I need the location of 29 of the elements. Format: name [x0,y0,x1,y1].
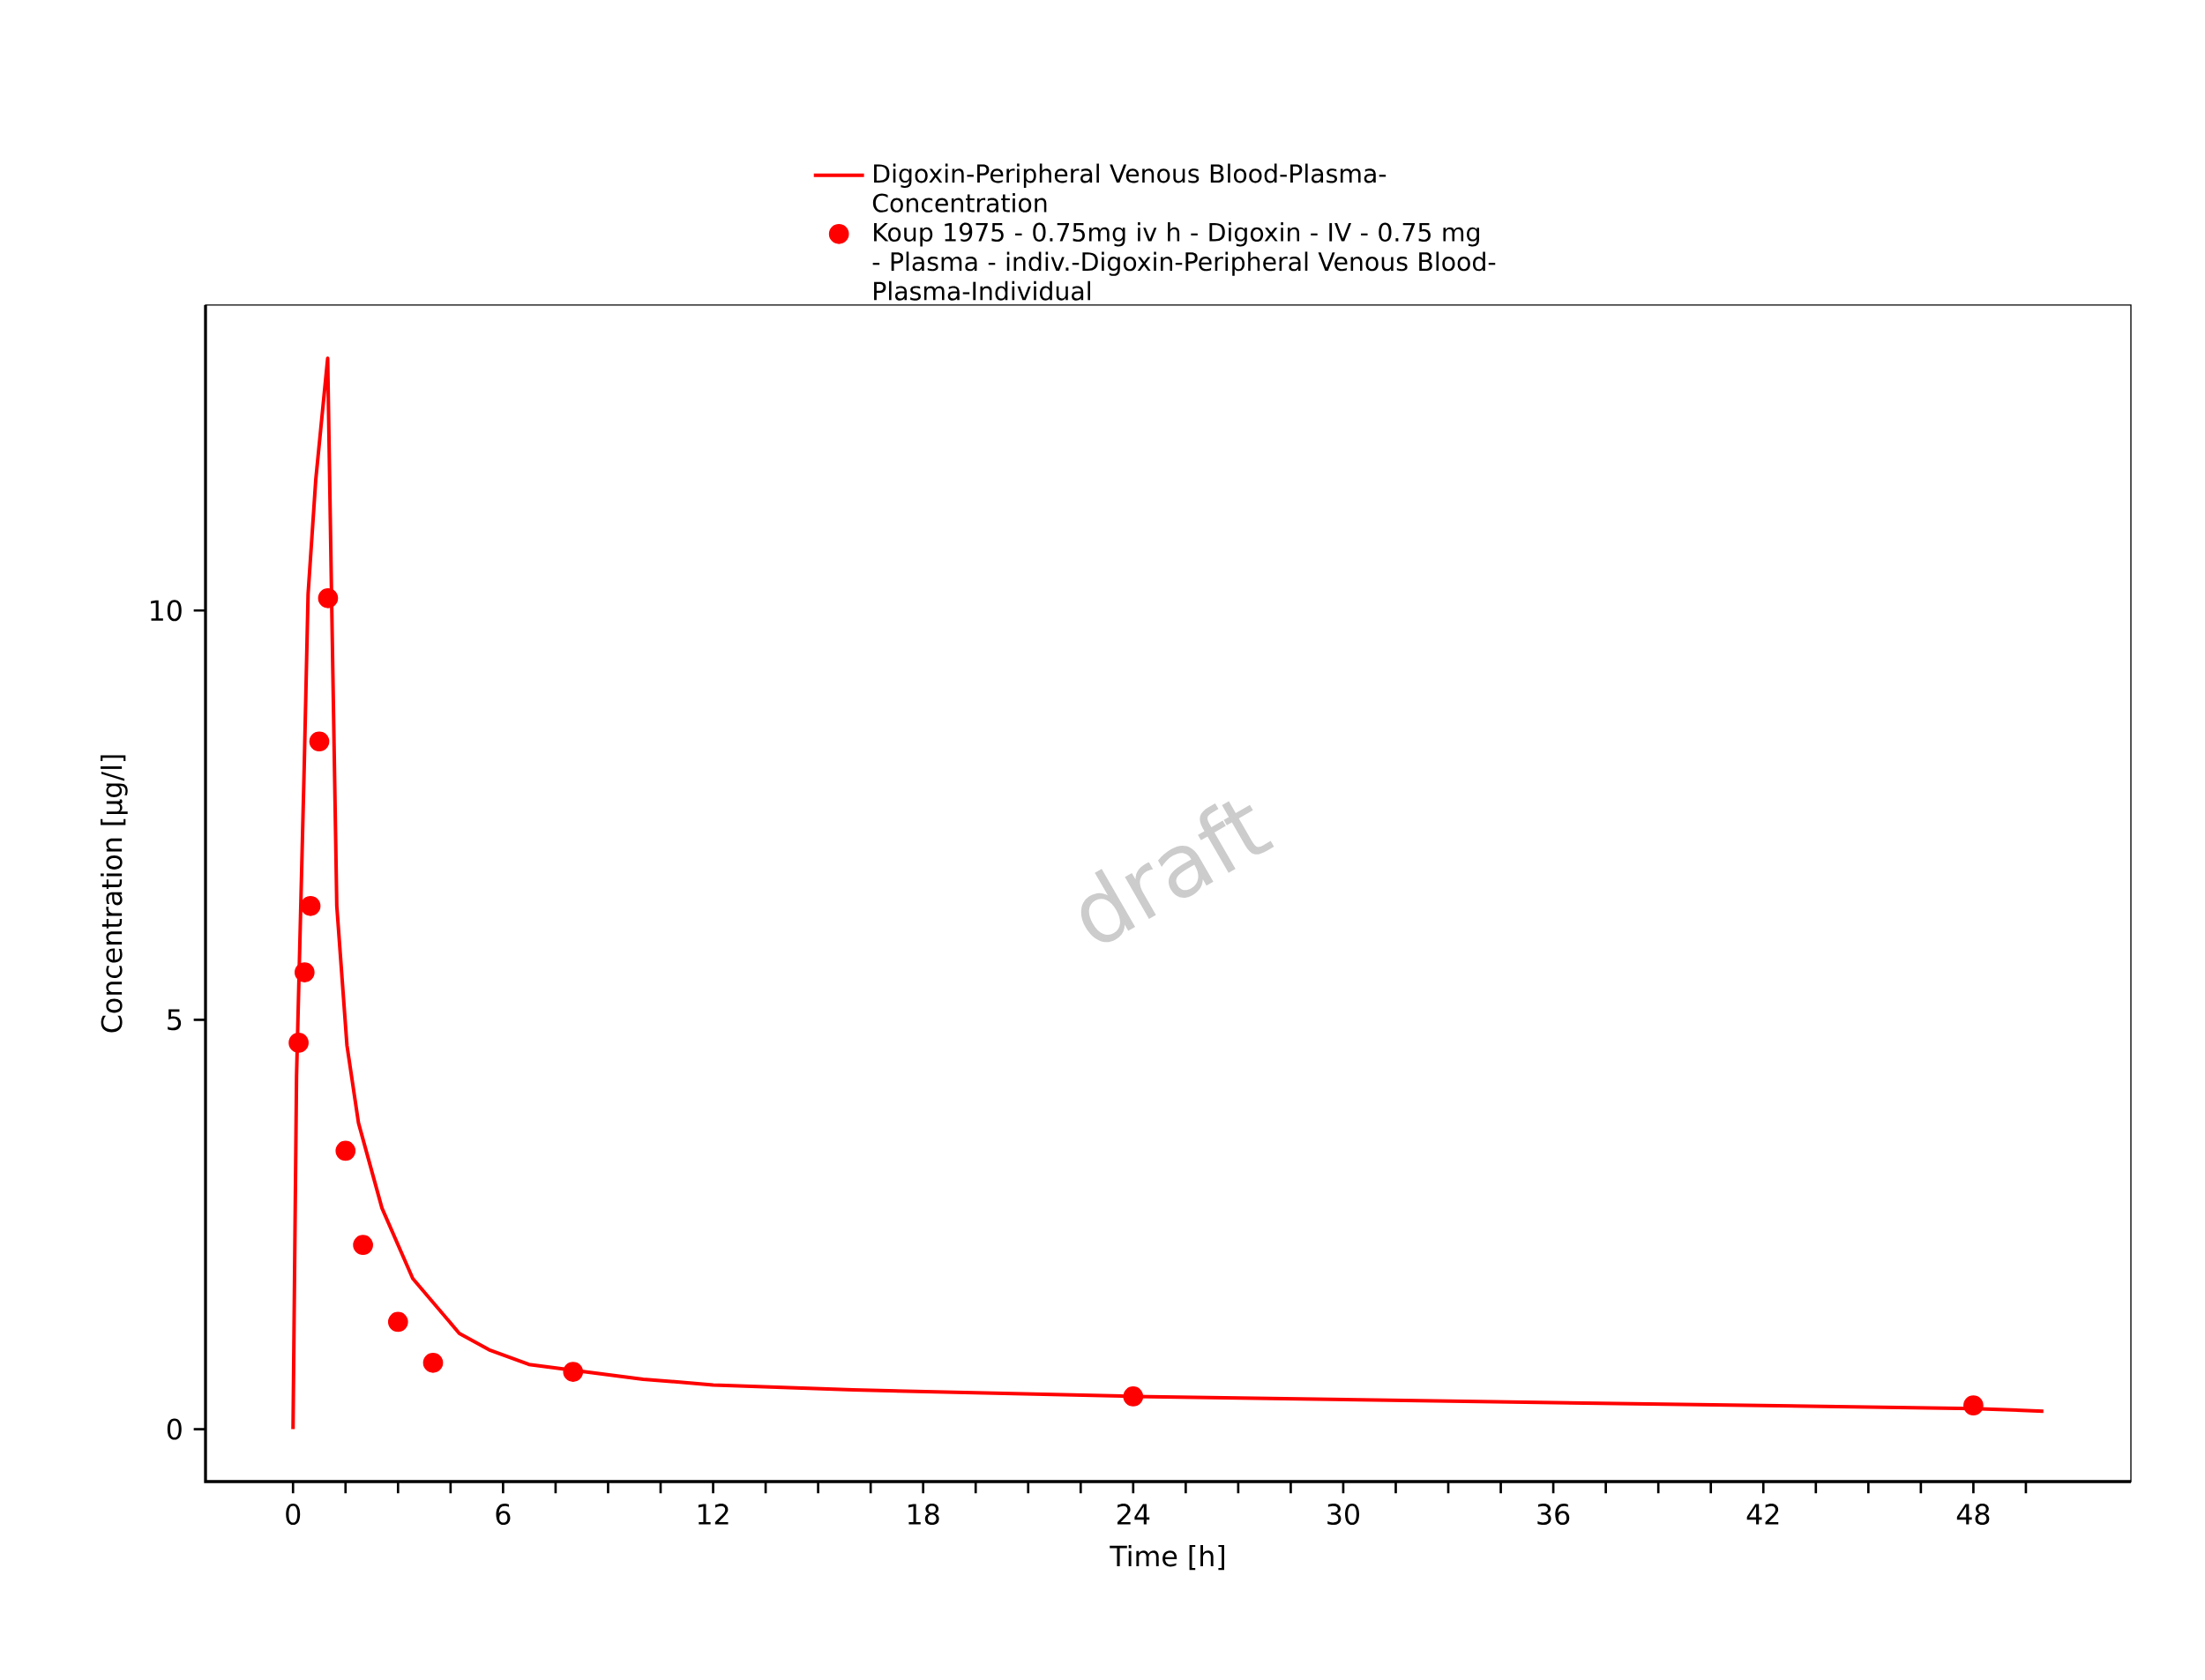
point [300,896,321,916]
point [387,1311,408,1333]
point [309,731,330,752]
point [563,1362,584,1382]
x-axis-title: Time [h] [1110,1544,1224,1571]
x-tick-label: 12 [698,1504,729,1525]
line-series [291,356,2045,1431]
legend-label: Koup 1975 - 0.75mg iv h - Digoxin - IV - 0.75 mg - Plasma - indiv.-Digoxin-Peripheral Venous Blood-Plasma-Individual [872,222,1496,301]
x-tick-label: 42 [1746,1504,1779,1525]
point [422,1353,444,1373]
point [288,1033,309,1053]
y-tick-label: 5 [168,1009,182,1031]
x-tick-label: 48 [1956,1504,1990,1526]
x-tick-label: 18 [908,1504,939,1526]
point [1963,1395,1984,1415]
y-tick-label: 0 [167,1418,182,1440]
y-axis-title: Concentration [µg/l] [101,755,128,1033]
x-tick-label: 0 [286,1504,301,1526]
point [353,1235,373,1256]
point [335,1140,356,1161]
x-tick-label: 24 [1117,1504,1150,1525]
x-tick-label: 30 [1327,1504,1359,1526]
point [1123,1386,1144,1407]
point [295,962,315,982]
x-tick-label: 6 [496,1504,511,1526]
y-tick-label: 10 [151,600,182,622]
x-tick-label: 36 [1537,1504,1570,1526]
legend-label: Digoxin-Peripheral Venous Blood-Plasma-Concentration [872,163,1387,213]
point [318,587,339,609]
